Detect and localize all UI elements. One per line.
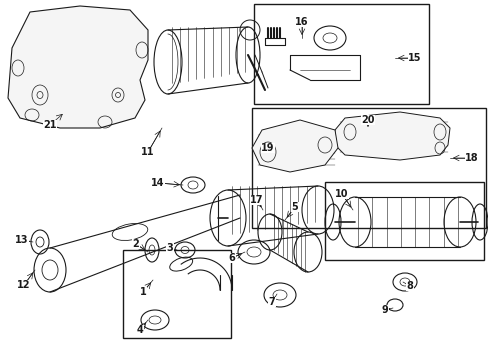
Text: 18: 18 [464,153,478,163]
Text: 19: 19 [261,143,274,153]
Bar [325,182,483,260]
Text: 13: 13 [15,235,29,245]
Text: 16: 16 [295,17,308,27]
Polygon shape [251,120,337,172]
Text: 7: 7 [268,297,275,307]
Text: 9: 9 [381,305,387,315]
Text: 1: 1 [140,287,146,297]
Text: 21: 21 [43,120,57,130]
Text: 17: 17 [250,195,263,205]
Text: 4: 4 [136,325,143,335]
Bar [253,4,428,104]
Text: 14: 14 [151,178,164,188]
Text: 12: 12 [17,280,31,290]
Text: 2: 2 [132,239,139,249]
Text: 10: 10 [335,189,348,199]
Text: 5: 5 [291,202,298,212]
Polygon shape [8,6,148,128]
Text: 20: 20 [361,115,374,125]
Text: 8: 8 [406,281,412,291]
Bar [123,250,230,338]
Text: 15: 15 [407,53,421,63]
Text: 6: 6 [228,253,235,263]
Text: 3: 3 [166,243,173,253]
Polygon shape [334,112,449,160]
Bar [251,108,485,228]
Text: 11: 11 [141,147,154,157]
